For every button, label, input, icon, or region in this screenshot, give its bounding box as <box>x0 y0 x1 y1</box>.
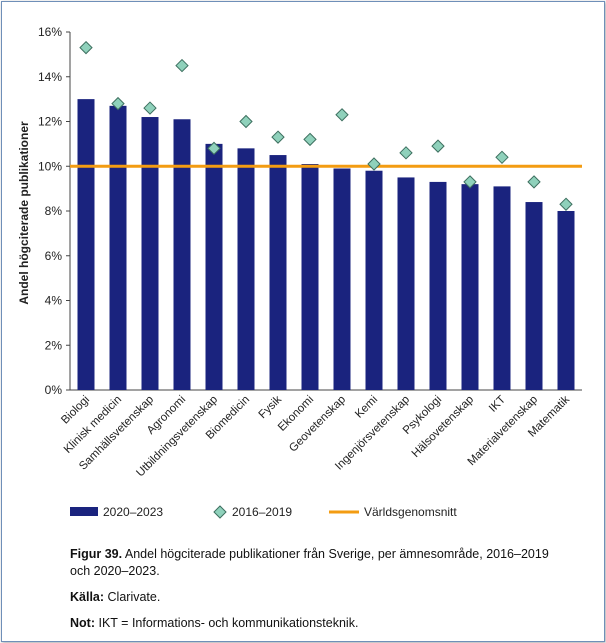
figure-caption: Figur 39. Andel högciterade publikatione… <box>70 546 570 580</box>
bar-14 <box>493 186 511 390</box>
figure-text: Andel högciterade publikationer från Sve… <box>70 547 549 578</box>
x-tick-label: IKT <box>487 394 508 415</box>
bar-15 <box>525 202 543 390</box>
bar-13 <box>461 184 479 390</box>
marker-2 <box>111 96 125 111</box>
marker-14 <box>495 150 509 165</box>
bar-5 <box>205 143 223 390</box>
bar-4 <box>173 119 191 390</box>
legend-bar-label: 2020–2023 <box>103 505 163 519</box>
bar-10 <box>365 170 383 390</box>
bar-9 <box>333 168 351 390</box>
bar-6 <box>237 148 255 390</box>
marker-4 <box>175 58 189 73</box>
marker-15 <box>527 175 541 189</box>
note-text: IKT = Informations- och kommunikationste… <box>95 616 359 630</box>
x-tick-label: Kemi <box>353 394 380 421</box>
x-tick-label: Geovetenskap <box>287 394 348 455</box>
marker-16 <box>559 197 573 211</box>
note-line: Not: IKT = Informations- och kommunikati… <box>70 615 570 632</box>
x-tick-label: Hälsovetenskap <box>410 394 476 460</box>
chart: 0% 2% 4% 6% 8% 10% 12% 14% 16% Andel högciterade … <box>17 25 582 519</box>
marker-13 <box>463 175 477 189</box>
marker-9 <box>335 108 349 122</box>
bar-7 <box>269 155 287 390</box>
legend-bar-swatch <box>70 507 98 516</box>
bar-1 <box>77 99 95 390</box>
bar-2 <box>109 105 127 391</box>
y-axis-title: Andel högciterade publikationer <box>17 121 31 305</box>
marker-1 <box>79 40 93 55</box>
bar-16 <box>557 211 575 390</box>
marker-3 <box>143 101 157 115</box>
figure-label: Figur 39. <box>70 547 123 561</box>
bar-12 <box>429 181 447 390</box>
y-tick-label: 12% <box>38 115 62 129</box>
x-tick-label: Klinisk medicin <box>62 394 124 456</box>
source-label: Källa: <box>70 590 105 604</box>
bar-8 <box>301 164 319 390</box>
y-tick-label: 4% <box>45 294 63 308</box>
bar-3 <box>141 117 159 391</box>
marker-6 <box>239 114 253 129</box>
marker-5 <box>207 141 221 156</box>
marker-8 <box>303 132 317 147</box>
bar-11 <box>397 177 415 390</box>
note-label: Not: <box>70 616 95 630</box>
source-text: Clarivate. <box>104 590 161 604</box>
source-line: Källa: Clarivate. <box>70 589 570 606</box>
y-tick-label: 2% <box>45 338 63 352</box>
legend-marker-swatch <box>213 505 227 519</box>
marker-12 <box>431 139 445 153</box>
legend-line-label: Världsgenomsnitt <box>364 505 457 519</box>
marker-7 <box>271 130 285 144</box>
y-tick-label: 6% <box>45 249 63 263</box>
marker-10 <box>367 157 381 171</box>
y-tick-label: 10% <box>38 159 62 173</box>
y-tick-label: 8% <box>45 204 63 218</box>
y-tick-label: 14% <box>38 70 62 84</box>
y-tick-label: 0% <box>45 383 63 397</box>
marker-11 <box>399 146 413 160</box>
y-tick-label: 16% <box>38 25 62 39</box>
x-tick-label: Fysik <box>257 393 285 421</box>
legend-marker-label: 2016–2019 <box>232 505 292 519</box>
